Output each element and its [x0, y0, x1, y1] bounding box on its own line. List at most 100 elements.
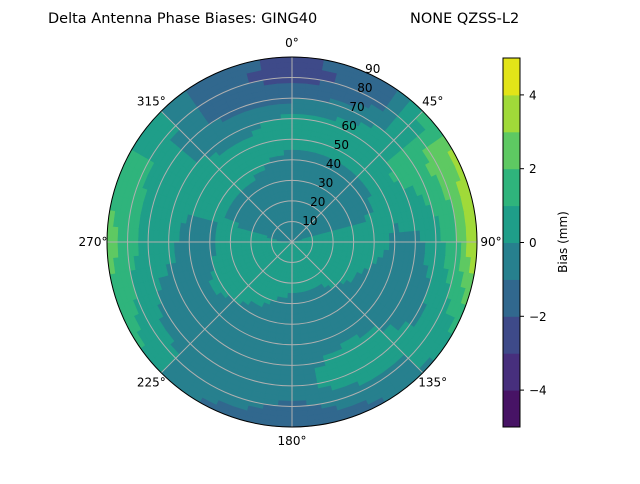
- angular-tick-label: 180°: [278, 434, 307, 448]
- contour-cell: [292, 124, 302, 130]
- contour-cell: [405, 232, 411, 242]
- contour-cell: [194, 242, 199, 251]
- contour-cell: [210, 235, 215, 242]
- contour-cell: [292, 165, 299, 170]
- contour-cell: [292, 390, 305, 396]
- contour-cell: [279, 88, 292, 94]
- contour-cell: [343, 237, 348, 242]
- contour-cell: [287, 293, 292, 298]
- contour-cell: [286, 170, 292, 175]
- contour-cell: [292, 324, 300, 329]
- contour-cell: [283, 139, 292, 145]
- contour-cell: [277, 411, 292, 417]
- contour-cell: [283, 334, 292, 339]
- contour-cell: [348, 242, 353, 247]
- contour-cell: [179, 242, 185, 252]
- contour-cell: [296, 288, 301, 294]
- colorbar-band: [503, 316, 520, 353]
- contour-cell: [285, 314, 292, 319]
- contour-cell: [282, 186, 287, 192]
- colorbar-band: [503, 353, 520, 390]
- contour-cell: [379, 242, 384, 250]
- contour-cell: [215, 242, 220, 249]
- colorbar-band: [503, 279, 520, 316]
- angular-tick-label: 225°: [137, 376, 166, 390]
- radial-tick-label: 90: [365, 62, 380, 76]
- contour-cell: [287, 180, 292, 185]
- colorbar-tick-label: −4: [529, 384, 547, 398]
- contour-cell: [200, 242, 205, 250]
- contour-cell: [338, 238, 343, 242]
- radial-tick-label: 70: [349, 100, 364, 114]
- colorbar-band: [503, 206, 520, 243]
- contour-cell: [117, 227, 123, 242]
- contour-cell: [280, 103, 292, 109]
- chart-title-right: NONE QZSS-L2: [410, 11, 519, 27]
- contour-cell: [284, 155, 292, 160]
- contour-cell: [292, 155, 300, 160]
- contour-cell: [292, 370, 304, 376]
- contour-cell: [285, 160, 292, 165]
- contour-cell: [230, 242, 235, 247]
- contour-cell: [369, 235, 374, 242]
- contour-cell: [359, 236, 364, 242]
- contour-cell: [133, 242, 139, 256]
- contour-cell: [328, 238, 333, 242]
- contour-cell: [241, 242, 246, 246]
- contour-cell: [279, 390, 292, 396]
- contour-cell: [220, 236, 225, 242]
- colorbar-tick-label: 2: [529, 162, 537, 176]
- colorbar-band: [503, 169, 520, 206]
- contour-cell: [277, 67, 292, 73]
- contour-cell: [251, 242, 256, 246]
- contour-cell: [292, 293, 297, 298]
- colorbar-band: [503, 58, 520, 95]
- contour-cell: [292, 334, 301, 339]
- contour-cell: [236, 246, 242, 251]
- colorbar-band: [503, 390, 520, 427]
- contour-cell: [235, 237, 240, 242]
- contour-cell: [343, 232, 349, 237]
- contour-cell: [389, 242, 395, 251]
- contour-cell: [292, 160, 299, 165]
- contour-cell: [288, 201, 292, 206]
- contour-cell: [158, 242, 164, 254]
- contour-cell: [278, 83, 292, 89]
- contour-cell: [379, 234, 384, 242]
- contour-cell: [292, 309, 298, 314]
- contour-cell: [374, 242, 379, 250]
- contour-cell: [292, 355, 302, 361]
- contour-cell: [283, 191, 288, 197]
- contour-cell: [174, 242, 180, 252]
- contour-cell: [174, 232, 180, 242]
- contour-cell: [292, 108, 304, 114]
- contour-cell: [292, 144, 301, 149]
- contour-cell: [158, 230, 164, 242]
- contour-cell: [282, 350, 292, 356]
- contour-cell: [338, 233, 344, 238]
- contour-cell: [296, 293, 301, 299]
- contour-cell: [369, 242, 374, 249]
- contour-cell: [235, 242, 240, 247]
- contour-cell: [287, 298, 292, 303]
- contour-cell: [153, 230, 159, 242]
- contour-cell: [282, 129, 292, 135]
- contour-cell: [282, 124, 292, 130]
- colorbar-label: Bias (mm): [556, 211, 570, 273]
- contour-cell: [288, 191, 292, 196]
- contour-cell: [292, 350, 302, 356]
- radial-tick-label: 80: [357, 81, 372, 95]
- contour-cell: [230, 237, 235, 242]
- contour-cell: [292, 180, 297, 185]
- contour-cell: [425, 230, 431, 242]
- contour-cell: [292, 103, 304, 109]
- contour-cell: [425, 242, 431, 254]
- angular-tick-label: 135°: [418, 376, 447, 390]
- contour-cell: [133, 228, 139, 242]
- contour-cell: [283, 339, 292, 345]
- chart-title-left: Delta Antenna Phase Biases: GING40: [48, 11, 317, 27]
- contour-cell: [280, 375, 292, 381]
- contour-cell: [225, 236, 230, 242]
